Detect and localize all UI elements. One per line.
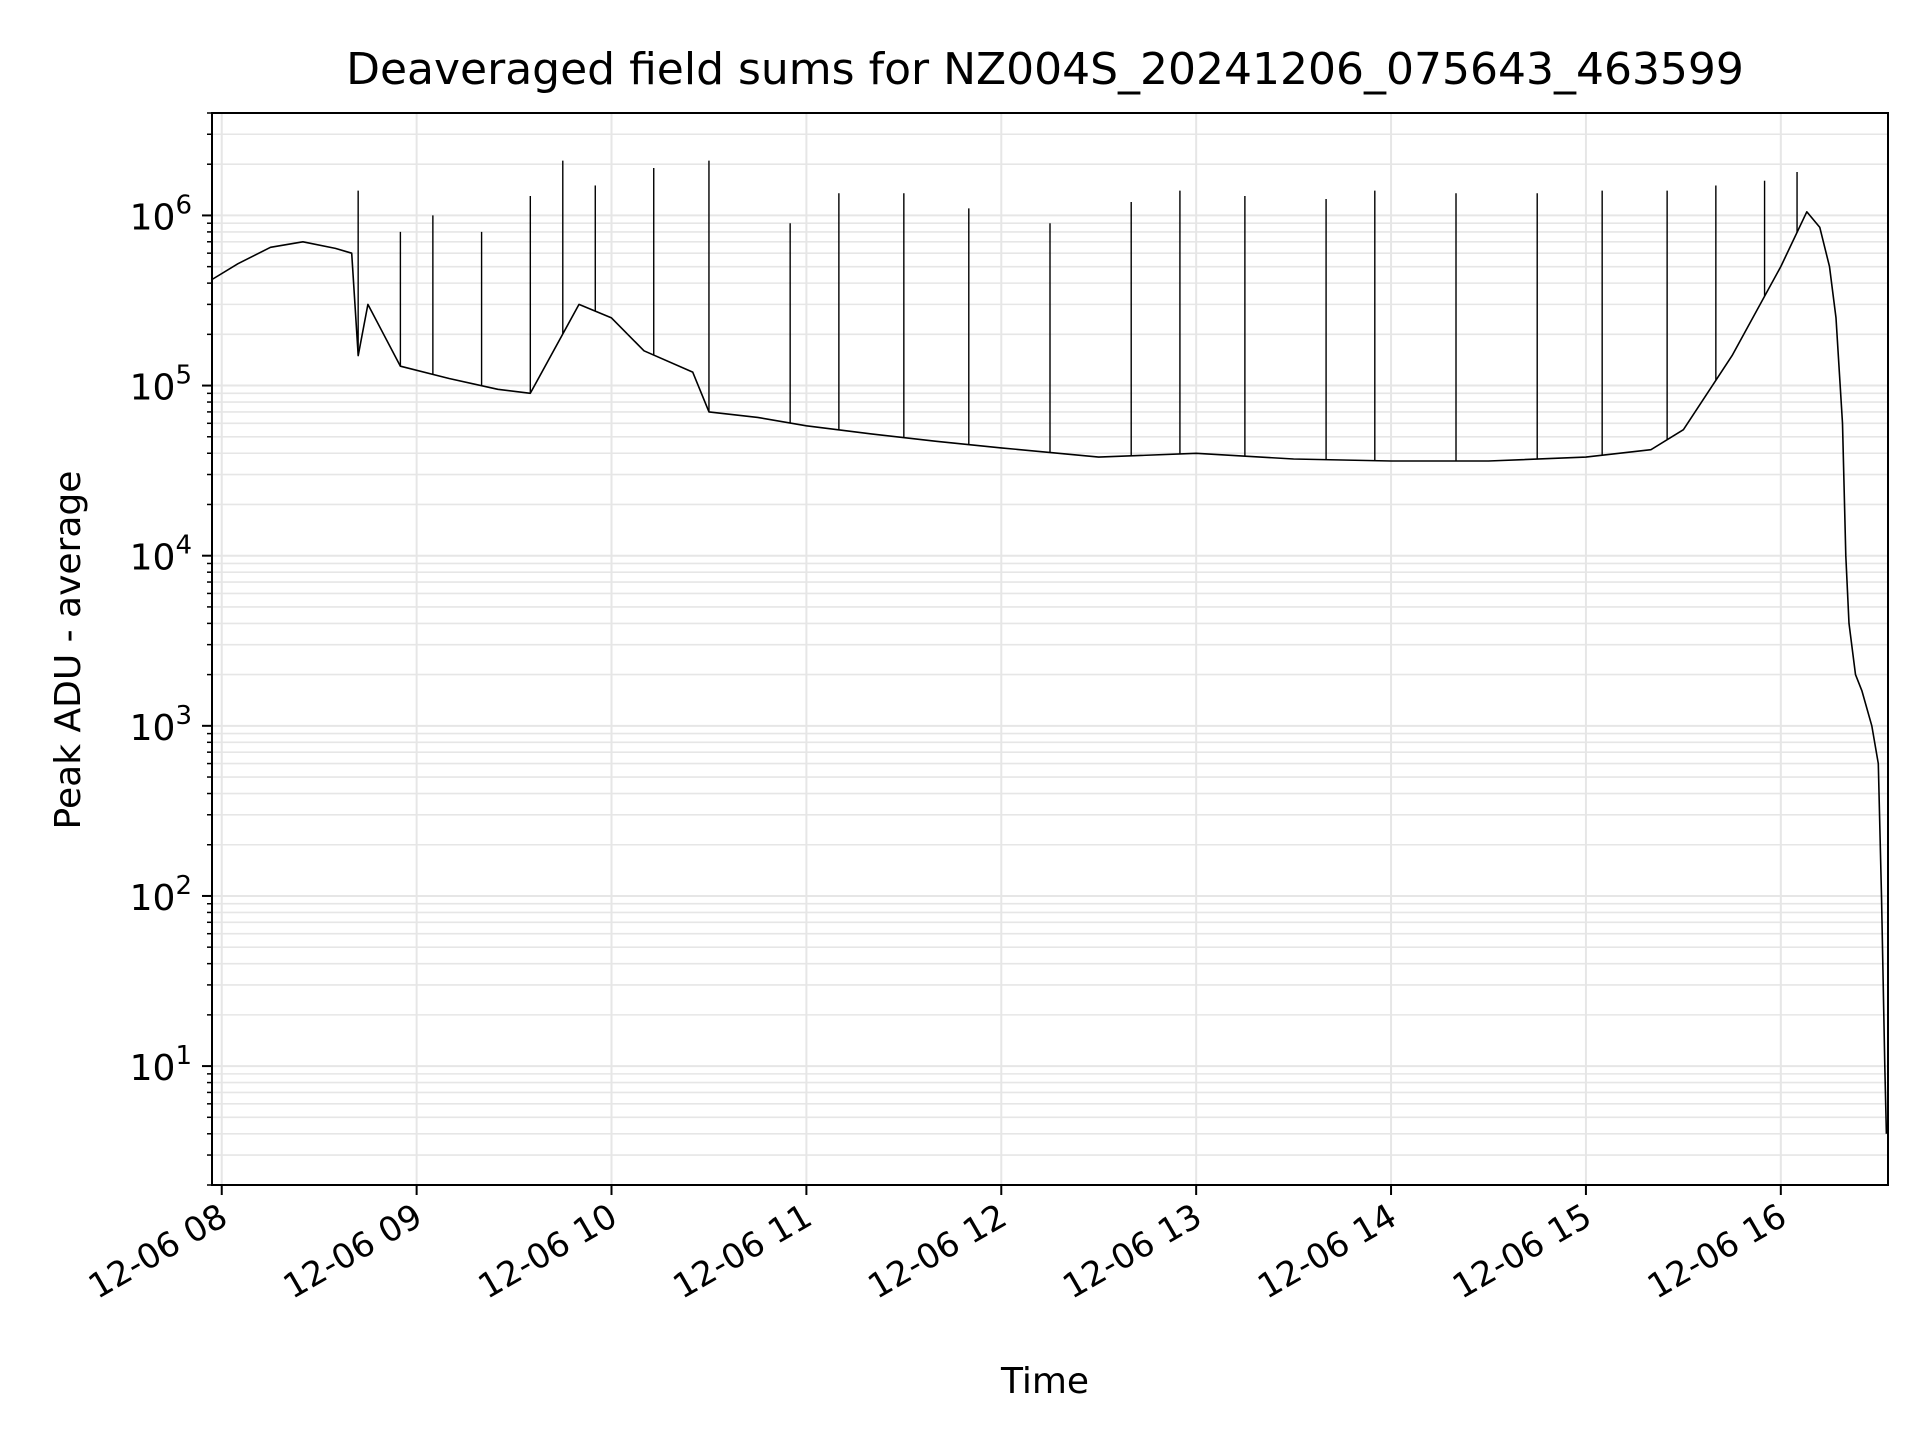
y-tick-label: 104 (130, 531, 192, 579)
y-axis-ticks: 101 102 103 104 105 106 (130, 112, 212, 1186)
grid (212, 112, 1888, 1186)
y-tick-label: 105 (130, 361, 192, 409)
y-tick-label: 101 (130, 1041, 192, 1089)
plot-frame (211, 112, 1889, 1186)
chart-title: Deaveraged field sums for NZ004S_2024120… (346, 44, 1744, 95)
x-axis-label: Time (1000, 1361, 1089, 1402)
y-axis-label: Peak ADU - average (48, 471, 89, 830)
y-tick-label: 103 (130, 701, 192, 749)
y-tick-label: 106 (130, 190, 192, 238)
series-line (211, 211, 1888, 1134)
y-tick-label: 102 (130, 871, 192, 919)
series-group (211, 160, 1888, 1134)
